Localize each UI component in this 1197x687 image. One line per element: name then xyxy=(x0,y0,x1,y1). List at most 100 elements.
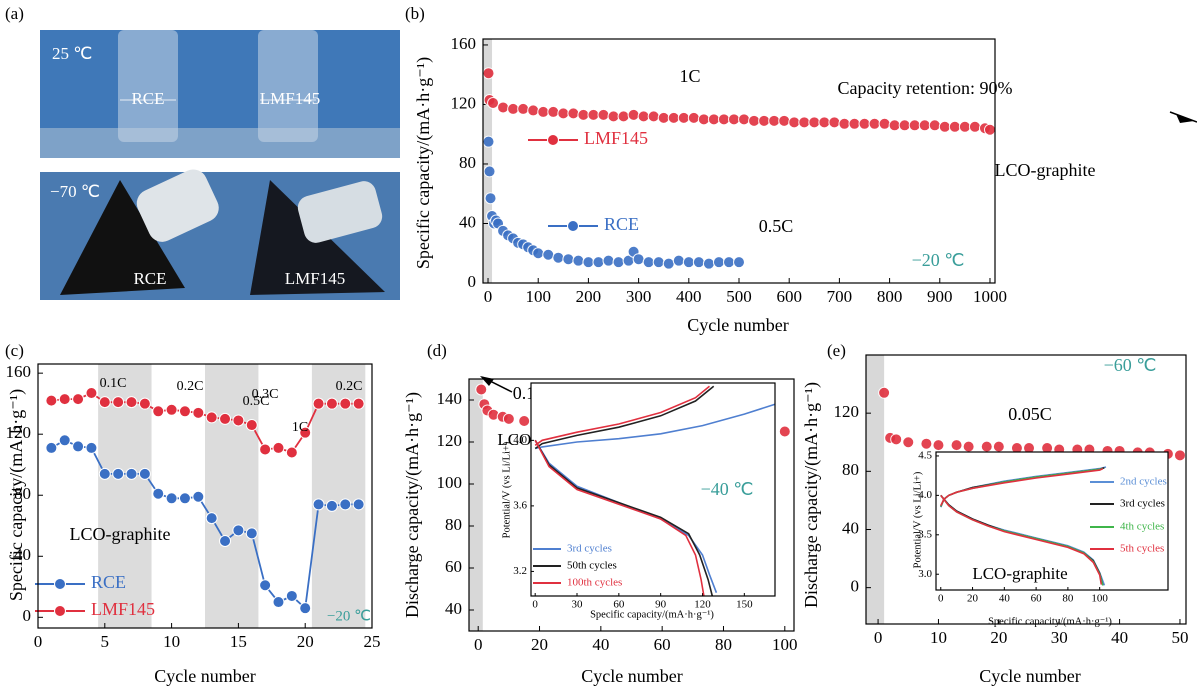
data-point xyxy=(848,117,861,130)
legend-label: RCE xyxy=(604,214,639,234)
data-point xyxy=(647,110,660,123)
y-tick-label: 4.0 xyxy=(918,489,932,501)
data-point xyxy=(712,256,725,269)
data-point xyxy=(72,440,85,453)
inset-chart: 0 20 40 60 80 100 3.0 3.5 4.0 4.5 2nd cycles 3rd cy… xyxy=(912,449,1169,627)
data-point xyxy=(272,441,285,454)
data-point xyxy=(542,248,555,261)
x-tick-label: 0 xyxy=(874,628,883,647)
y-tick-label: 3.6 xyxy=(513,499,527,511)
data-point xyxy=(697,113,710,126)
data-point xyxy=(992,440,1005,453)
x-axis-label: Cycle number xyxy=(154,666,255,686)
y-tick-label: 80 xyxy=(14,484,31,503)
data-point xyxy=(932,439,945,452)
y-tick-label: 160 xyxy=(451,34,477,53)
y-axis-label: Potential/V (vs Li/Li+) xyxy=(501,441,512,538)
vial xyxy=(297,181,383,243)
x-tick-label: 600 xyxy=(776,287,802,306)
data-point xyxy=(152,487,165,500)
shaded-region xyxy=(483,39,493,283)
x-tick-label: 50 xyxy=(1171,628,1188,647)
panel-label: (e) xyxy=(827,341,846,360)
y-axis-label: Discharge capacity/(mA·h·g⁻¹) xyxy=(402,392,423,618)
annotation: −20 ℃ xyxy=(327,608,371,624)
data-point xyxy=(325,499,338,512)
annotation: 1C xyxy=(679,66,700,86)
data-point xyxy=(219,535,232,548)
annotation: 0.2C xyxy=(177,379,204,394)
data-point xyxy=(205,512,218,525)
data-point xyxy=(727,113,740,126)
data-point xyxy=(642,256,655,269)
data-point xyxy=(483,165,496,178)
data-point xyxy=(597,108,610,121)
x-tick-label: 300 xyxy=(626,287,652,306)
annotation: 1C xyxy=(292,420,308,435)
data-point xyxy=(768,114,781,127)
data-point xyxy=(798,116,811,129)
data-point xyxy=(85,441,98,454)
data-point xyxy=(205,411,218,424)
data-point xyxy=(552,251,565,264)
data-point xyxy=(299,602,312,615)
data-point xyxy=(325,397,338,410)
data-point xyxy=(259,579,272,592)
legend-marker xyxy=(54,605,66,617)
x-tick-label: 900 xyxy=(927,287,953,306)
x-tick-label: 120 xyxy=(694,599,711,611)
annotation: LCO-graphite xyxy=(972,564,1067,583)
panel-label: (a) xyxy=(5,4,24,23)
x-tick-label: 0 xyxy=(938,593,944,605)
annotation: 0.5C xyxy=(759,216,794,236)
photo-sample-label: RCE xyxy=(133,269,166,288)
y-tick-label: 160 xyxy=(6,362,32,381)
data-point xyxy=(878,117,891,130)
x-tick-label: 200 xyxy=(576,287,602,306)
data-point xyxy=(672,254,685,267)
x-tick-label: 30 xyxy=(572,599,584,611)
y-tick-label: 0 xyxy=(23,606,32,625)
legend-label: 5th cycles xyxy=(1120,543,1164,555)
photo-temperature: −70 ℃ xyxy=(50,182,100,201)
data-point xyxy=(259,443,272,456)
annotation: −20 ℃ xyxy=(912,250,965,270)
plot-frame xyxy=(865,354,1187,625)
legend-marker xyxy=(54,578,66,590)
data-point xyxy=(339,397,352,410)
data-point xyxy=(652,256,665,269)
data-point xyxy=(878,386,891,399)
x-tick-label: 20 xyxy=(531,635,548,654)
data-point xyxy=(858,117,871,130)
x-tick-label: 15 xyxy=(230,632,247,651)
data-point xyxy=(178,405,191,418)
legend-label: LMF145 xyxy=(584,128,648,148)
panel-label: (b) xyxy=(405,4,425,23)
data-point xyxy=(532,247,545,260)
x-axis-label: Cycle number xyxy=(979,666,1080,686)
shaded-region xyxy=(469,379,483,631)
data-point xyxy=(778,114,791,127)
data-point xyxy=(285,589,298,602)
x-tick-label: 100 xyxy=(1091,593,1108,605)
x-tick-label: 0 xyxy=(532,599,538,611)
photo-sample-label: LMF145 xyxy=(285,269,345,288)
x-axis-label: Cycle number xyxy=(581,666,682,686)
data-point xyxy=(602,254,615,267)
y-axis-label: Potential/V (vs Li/Li+) xyxy=(912,471,923,568)
data-point xyxy=(518,415,531,427)
x-tick-label: 5 xyxy=(101,632,110,651)
data-point xyxy=(312,397,325,410)
data-point xyxy=(482,67,495,80)
data-point xyxy=(868,117,881,130)
legend-label: 2nd cycles xyxy=(1120,476,1167,488)
y-tick-label: 0 xyxy=(851,577,860,596)
plot-frame xyxy=(482,38,996,284)
y-tick-label: 60 xyxy=(445,557,462,576)
data-point xyxy=(637,110,650,123)
legend-label: 4th cycles xyxy=(1120,521,1164,533)
y-tick-label: 120 xyxy=(437,431,463,450)
photo-temperature: 25 ℃ xyxy=(52,44,92,63)
x-tick-label: 150 xyxy=(736,599,753,611)
legend-label: 3rd cycles xyxy=(1120,498,1165,510)
